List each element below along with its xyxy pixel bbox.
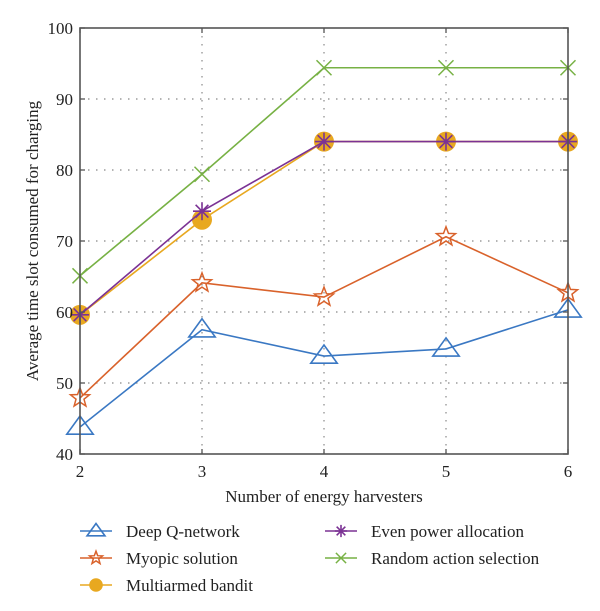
series-deep-q-network — [65, 297, 583, 435]
star-icon — [312, 284, 336, 307]
star-icon — [434, 224, 458, 247]
legend-label: Deep Q-network — [126, 522, 240, 541]
series-layer — [65, 59, 583, 435]
legend-label: Myopic solution — [126, 549, 238, 568]
y-tick-label: 60 — [56, 303, 73, 322]
data-point — [434, 224, 458, 247]
x-stroke — [335, 552, 347, 564]
asterisk-center — [444, 139, 448, 144]
x-stroke — [193, 166, 211, 183]
legend-item: Multiarmed bandit — [80, 576, 253, 595]
data-point — [315, 132, 333, 151]
data-point — [312, 284, 336, 307]
tick-marks — [79, 27, 569, 455]
y-tick-label: 50 — [56, 374, 73, 393]
triangle-icon — [431, 336, 461, 357]
y-tick-label: 70 — [56, 232, 73, 251]
asterisk-center — [339, 529, 343, 533]
x-tick-label: 3 — [198, 462, 207, 481]
legend-x-icon — [335, 552, 347, 564]
y-axis-tick-labels: 40 50 60 70 80 90 100 — [48, 19, 74, 464]
y-axis-label: Average time slot consumed for charging — [23, 100, 42, 381]
legend-item: Even power allocation — [325, 522, 524, 541]
legend-item: Random action selection — [325, 549, 540, 568]
x-axis-tick-labels: 2 3 4 5 6 — [76, 462, 573, 481]
legend-label: Even power allocation — [371, 522, 524, 541]
data-point — [431, 336, 461, 357]
data-point — [315, 59, 333, 76]
data-point — [309, 343, 339, 364]
y-tick-label: 40 — [56, 445, 73, 464]
data-point — [437, 59, 455, 76]
legend-label: Random action selection — [371, 549, 540, 568]
data-point — [437, 132, 455, 151]
circle-icon — [89, 578, 103, 592]
series-myopic-solution — [68, 224, 580, 408]
y-tick-label: 90 — [56, 90, 73, 109]
x-tick-label: 5 — [442, 462, 451, 481]
data-point — [187, 317, 217, 338]
legend-label: Multiarmed bandit — [126, 576, 253, 595]
data-point — [193, 202, 211, 221]
legend: Deep Q-network Myopic solution Multiarmed … — [80, 522, 540, 595]
x-tick-label: 2 — [76, 462, 85, 481]
y-tick-label: 80 — [56, 161, 73, 180]
legend-asterisk-icon — [334, 524, 348, 538]
triangle-icon — [187, 317, 217, 338]
asterisk-center — [200, 209, 204, 214]
legend-triangle-icon — [85, 522, 107, 537]
x-tick-label: 4 — [320, 462, 329, 481]
x-stroke — [437, 59, 455, 76]
triangle-icon — [85, 522, 107, 537]
series-line — [79, 235, 569, 399]
data-point — [193, 166, 211, 183]
x-tick-label: 6 — [564, 462, 573, 481]
x-axis-label: Number of energy harvesters — [225, 487, 422, 506]
triangle-icon — [309, 343, 339, 364]
series-random-action-selection — [71, 59, 577, 284]
x-stroke — [315, 59, 333, 76]
legend-circle-icon — [89, 578, 103, 592]
grid — [80, 28, 568, 454]
star-icon — [87, 549, 105, 566]
star-icon — [190, 270, 214, 293]
legend-item: Myopic solution — [80, 549, 238, 568]
legend-item: Deep Q-network — [80, 522, 240, 541]
y-tick-label: 100 — [48, 19, 74, 38]
asterisk-center — [322, 139, 326, 144]
legend-star-icon — [87, 549, 105, 566]
data-point — [190, 270, 214, 293]
series-line — [79, 309, 569, 428]
